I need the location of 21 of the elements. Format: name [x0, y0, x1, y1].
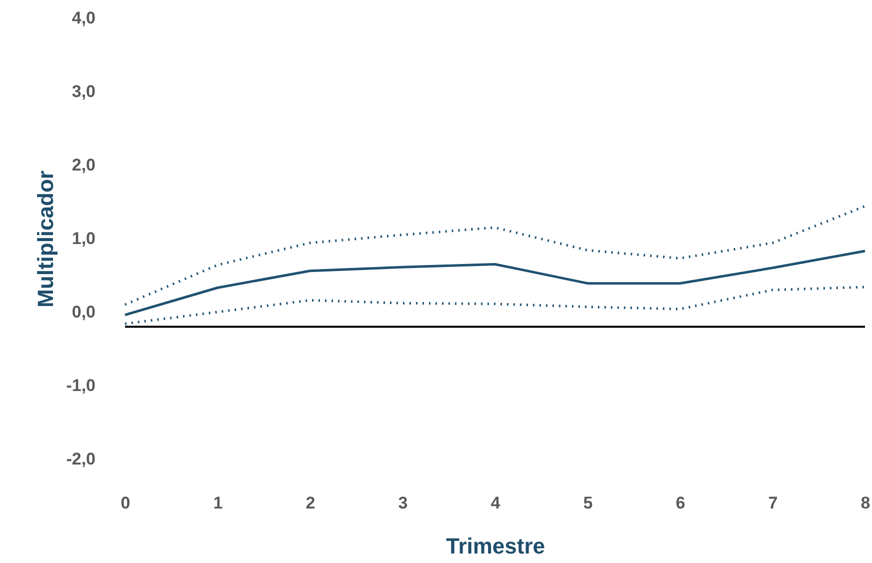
line-series [124, 204, 866, 306]
x-tick-label: 2 [306, 494, 316, 512]
x-tick-label: 3 [398, 494, 408, 512]
x-tick-label: 7 [768, 494, 778, 512]
line-series [124, 286, 866, 326]
x-tick-label: 8 [860, 494, 870, 512]
y-tick-label: 4,0 [72, 8, 96, 28]
x-tick-label: 1 [213, 494, 223, 512]
y-tick-label: -1,0 [66, 376, 96, 395]
x-tick-label: 4 [490, 494, 501, 512]
x-axis-title: Trimestre [446, 534, 546, 558]
x-tick-label: 6 [676, 494, 686, 512]
line-series [124, 250, 866, 316]
y-tick-label: 3,0 [72, 82, 96, 101]
x-tick-label: 0 [120, 494, 130, 512]
y-tick-label: 0,0 [72, 302, 96, 322]
y-tick-label: 1,0 [72, 229, 96, 248]
y-tick-label: -2,0 [66, 450, 96, 468]
y-tick-label: 2,0 [72, 156, 96, 174]
y-axis-title: Multiplicador [33, 170, 58, 308]
x-tick-label: 5 [583, 494, 593, 512]
